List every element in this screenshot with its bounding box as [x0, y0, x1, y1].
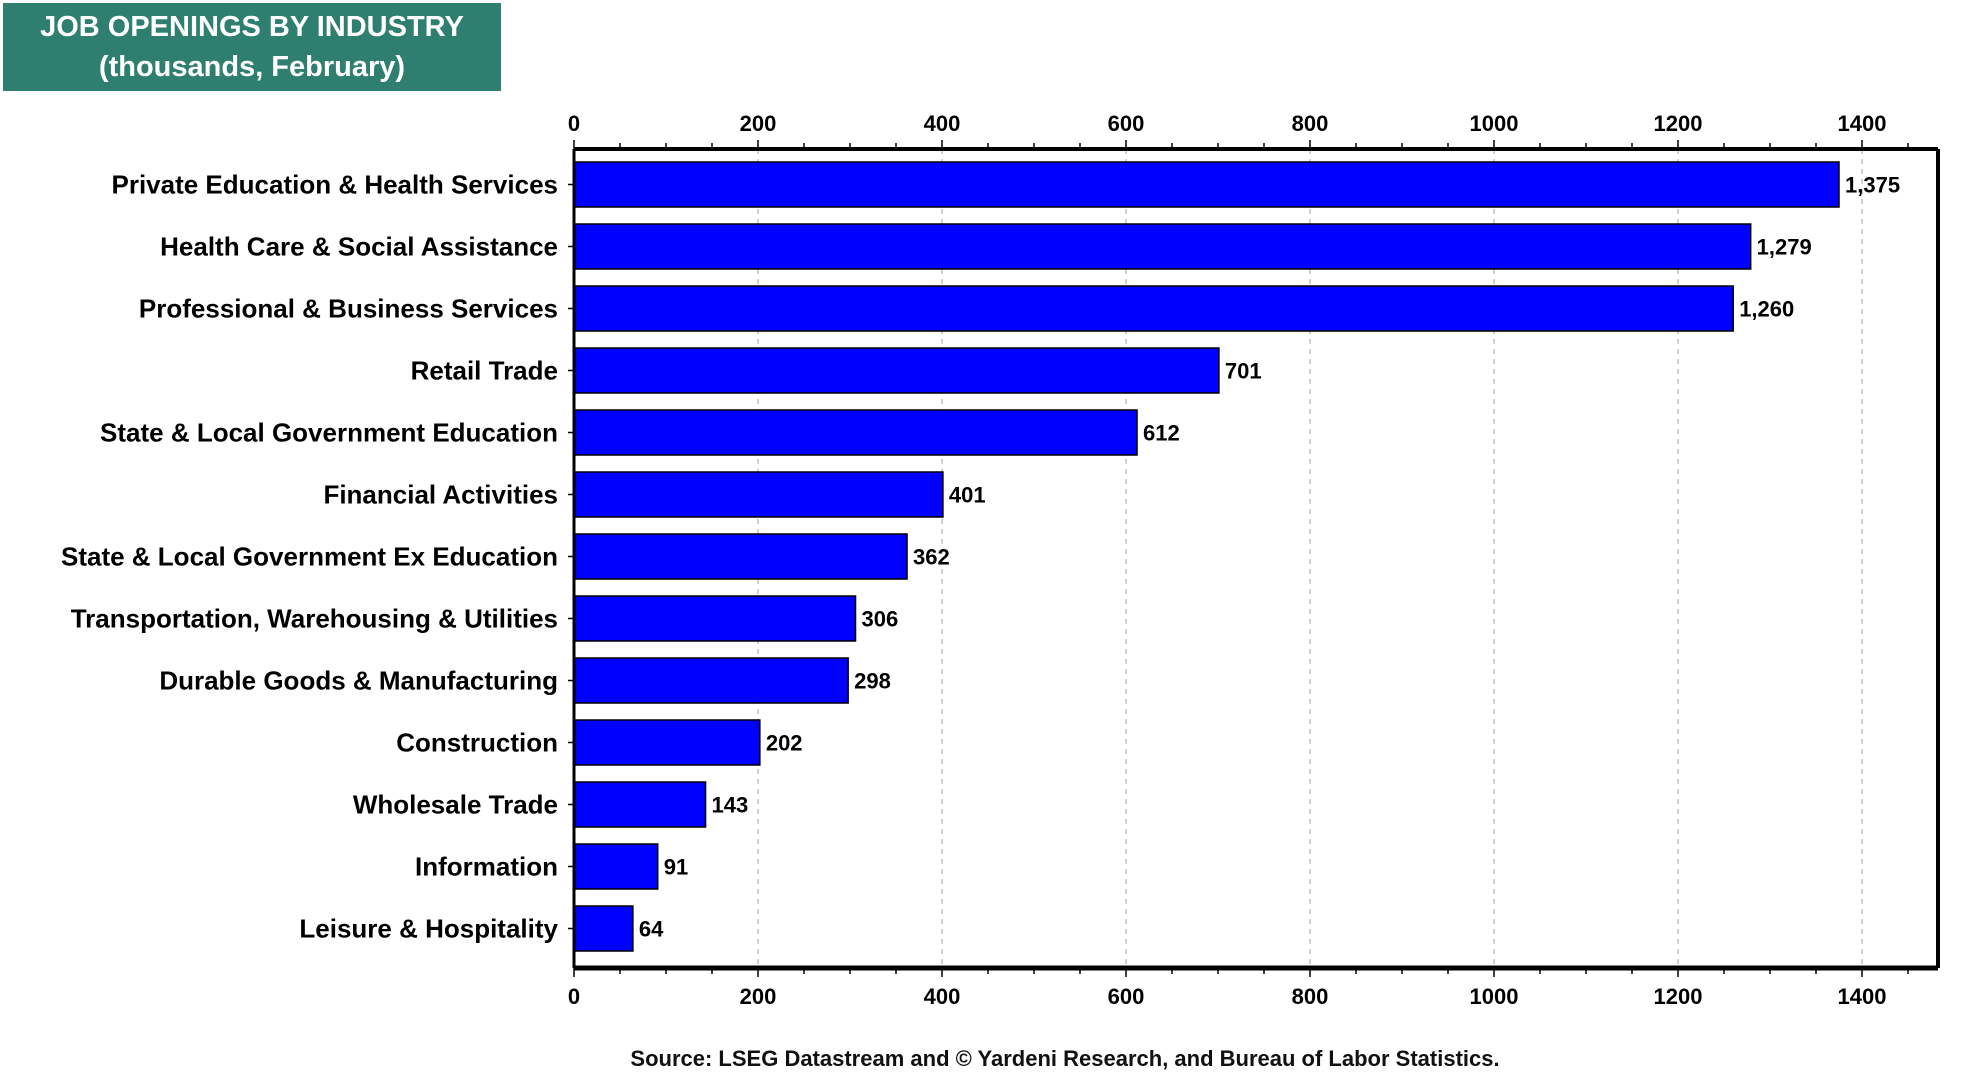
data-label: 202 [766, 731, 803, 756]
chart-subtitle: (thousands, February) [98, 51, 406, 83]
bar [573, 719, 761, 766]
chart-title-box: JOB OPENINGS BY INDUSTRY (thousands, Feb… [3, 3, 501, 91]
data-label: 362 [913, 545, 950, 570]
data-label: 91 [664, 855, 688, 880]
category-label: Financial Activities [323, 480, 558, 510]
data-label: 612 [1143, 421, 1180, 446]
bar [573, 347, 1220, 394]
category-label: Retail Trade [411, 356, 558, 386]
category-label: Private Education & Health Services [111, 170, 558, 200]
x-tick-label-top: 400 [924, 111, 961, 136]
data-label: 1,279 [1757, 235, 1812, 260]
category-label: Durable Goods & Manufacturing [159, 666, 558, 696]
x-tick-label-top: 1400 [1838, 111, 1887, 136]
category-label: Wholesale Trade [353, 790, 558, 820]
category-label: Health Care & Social Assistance [160, 232, 558, 262]
x-tick-label-bottom: 200 [740, 984, 777, 1009]
data-label: 298 [854, 669, 891, 694]
bar [573, 161, 1840, 208]
data-label: 306 [862, 607, 899, 632]
x-tick-label-bottom: 800 [1292, 984, 1329, 1009]
x-tick-label-bottom: 1400 [1838, 984, 1887, 1009]
bar [573, 285, 1734, 332]
bar [573, 781, 707, 828]
bar [573, 223, 1752, 270]
x-tick-label-bottom: 1200 [1654, 984, 1703, 1009]
x-tick-label-bottom: 600 [1108, 984, 1145, 1009]
bar [573, 595, 857, 642]
x-tick-label-top: 200 [740, 111, 777, 136]
category-label: Transportation, Warehousing & Utilities [71, 604, 558, 634]
bar [573, 843, 659, 890]
chart-title: JOB OPENINGS BY INDUSTRY [40, 11, 464, 43]
bar [573, 533, 908, 580]
x-tick-label-top: 800 [1292, 111, 1329, 136]
x-tick-label-top: 600 [1108, 111, 1145, 136]
category-label: Leisure & Hospitality [299, 914, 558, 944]
data-label: 701 [1225, 359, 1262, 384]
source-note: Source: LSEG Datastream and © Yardeni Re… [630, 1046, 1500, 1071]
category-label: Construction [396, 728, 558, 758]
category-label: State & Local Government Education [100, 418, 558, 448]
x-tick-label-bottom: 0 [568, 984, 580, 1009]
bar [573, 471, 944, 518]
x-tick-label-top: 0 [568, 111, 580, 136]
x-tick-label-bottom: 400 [924, 984, 961, 1009]
category-label: Professional & Business Services [139, 294, 558, 324]
category-label: Information [415, 852, 558, 882]
data-label: 64 [639, 917, 664, 942]
data-label: 401 [949, 483, 986, 508]
x-tick-label-bottom: 1000 [1470, 984, 1519, 1009]
x-tick-label-top: 1000 [1470, 111, 1519, 136]
data-label: 1,260 [1739, 297, 1794, 322]
data-label: 143 [712, 793, 749, 818]
bar [573, 409, 1138, 456]
bar [573, 905, 634, 952]
x-tick-label-top: 1200 [1654, 111, 1703, 136]
bar [573, 657, 849, 704]
data-label: 1,375 [1845, 173, 1900, 198]
category-label: State & Local Government Ex Education [61, 542, 558, 572]
